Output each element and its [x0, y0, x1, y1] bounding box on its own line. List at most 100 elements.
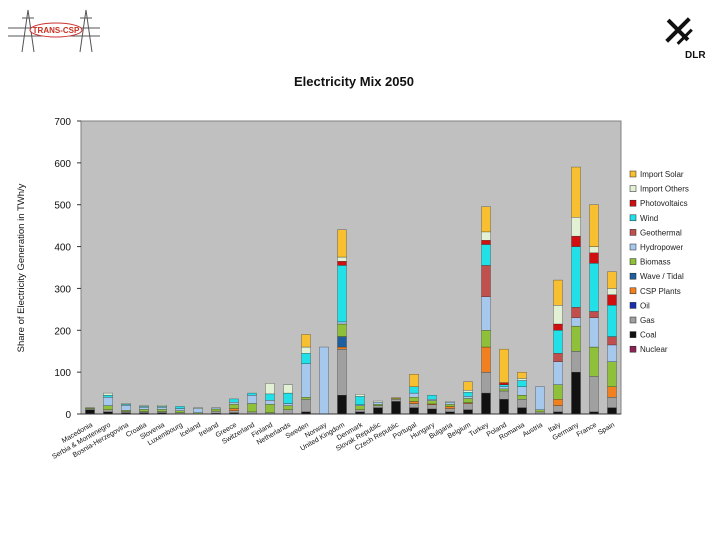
bar-segment-csp-plants [553, 399, 563, 406]
bar-segment-gas [553, 405, 563, 413]
bar-segment-import-others [355, 394, 365, 397]
bar-segment-wind [463, 392, 473, 397]
bar-segment-coal [337, 395, 347, 415]
bar-segment-biomass [247, 403, 257, 413]
y-tick-label: 200 [54, 326, 71, 337]
bar-segment-hydropower [121, 405, 131, 411]
bar-segment-biomass [283, 405, 293, 410]
bar-segment-gas [301, 399, 311, 413]
bar-segment-gas [427, 404, 437, 410]
bar-segment-import-solar [589, 204, 599, 247]
bar-segment-biomass [265, 404, 275, 413]
bar-segment-hydropower [337, 321, 347, 325]
bar-segment-hydropower [265, 400, 275, 405]
legend-swatch [629, 199, 637, 207]
bar-segment-import-solar [607, 271, 617, 289]
bar-segment-import-solar [481, 206, 491, 233]
y-axis-label: Share of Electricity Generation in TWh/y [16, 183, 27, 352]
bar-segment-import-others [517, 378, 527, 381]
bar-segment-import-solar [409, 374, 419, 387]
bar-segment-gas [139, 411, 149, 413]
bar-segment-hydropower [175, 408, 185, 411]
bar-segment-wind [283, 392, 293, 404]
x-tick-label: Spain [597, 422, 616, 437]
bar-segment-wind [103, 395, 113, 398]
legend-swatch [629, 345, 637, 353]
bar-segment-photovoltaics [607, 294, 617, 306]
bar-segment-gas [337, 348, 347, 396]
bar-segment-photovoltaics [571, 235, 581, 247]
bar-segment-hydropower [499, 386, 509, 390]
bar-segment-gas [121, 411, 131, 413]
bar-segment-csp-plants [481, 346, 491, 373]
bar-segment-wind [517, 380, 527, 387]
bar-segment-biomass [571, 325, 581, 352]
bar-segment-wind [265, 393, 275, 401]
bar-segment-gas [85, 408, 95, 410]
bar-segment-hydropower [535, 386, 545, 410]
bar-segment-hydropower [139, 407, 149, 410]
bar-segment-gas [157, 411, 167, 413]
bar-segment-geothermal [571, 307, 581, 318]
bar-segment-import-others [337, 256, 347, 262]
bar-segment-import-others [589, 246, 599, 253]
y-tick-label: 500 [54, 201, 71, 212]
dlr-logo: DLR [665, 17, 706, 61]
bar-segment-hydropower [571, 317, 581, 327]
bar-segment-import-solar [499, 348, 509, 383]
bar-segment-gas [355, 409, 365, 413]
bar-segment-import-solar [517, 371, 527, 379]
legend-swatch [629, 258, 637, 265]
bar-segment-photovoltaics [589, 252, 599, 264]
bar-segment-gas [499, 390, 509, 400]
bar-segment-wind [553, 330, 563, 354]
bar-segment-wind [229, 398, 239, 403]
legend-label: Import Solar [640, 170, 684, 179]
bar-segment-import-solar [391, 397, 401, 399]
bar-segment-geothermal [607, 336, 617, 346]
bar-segment-hydropower [445, 402, 455, 405]
bar-segment-gas [481, 371, 491, 394]
bar-segment-import-solar [571, 166, 581, 218]
bar-segment-biomass [85, 407, 95, 409]
bar-segment-biomass [607, 361, 617, 387]
legend-label: Photovoltaics [640, 199, 688, 208]
plot-area [80, 120, 622, 415]
bar-segment-wind [337, 265, 347, 323]
bar-segment-hydropower [301, 363, 311, 398]
bar-segment-biomass [337, 323, 347, 337]
bar-segment-photovoltaics [553, 323, 563, 331]
bar-segment-gas [391, 399, 401, 402]
bar-segment-coal [391, 401, 401, 415]
bar-segment-coal [607, 407, 617, 415]
bar-segment-import-others [193, 407, 203, 409]
y-tick-label: 400 [54, 243, 71, 254]
legend-swatch [629, 214, 637, 222]
bar-segment-import-solar [301, 334, 311, 348]
legend-swatch [629, 287, 637, 295]
bar-segment-import-others [481, 231, 491, 241]
bar-segment-coal [85, 409, 95, 415]
legend-label: Coal [640, 331, 657, 340]
bar-segment-hydropower [553, 361, 563, 385]
y-tick-label: 0 [65, 410, 71, 421]
bar-segment-import-others [463, 389, 473, 393]
bar-segment-biomass [121, 410, 131, 412]
bar-segment-csp-plants [607, 386, 617, 398]
x-tick-label: Austria [522, 422, 544, 439]
y-axis: 0 100 200 300 400 500 600 700 [54, 117, 81, 421]
bar-segment-import-solar [463, 381, 473, 391]
bar-segment-photovoltaics [481, 240, 491, 245]
bar-segment-import-others [301, 346, 311, 354]
bar-segment-import-others [283, 384, 293, 394]
bar-segment-wind [481, 244, 491, 266]
bar-segment-wind [571, 246, 581, 308]
y-tick-label: 100 [54, 368, 71, 379]
bar-segment-import-others [121, 403, 131, 405]
legend-label: Import Others [640, 185, 689, 194]
bar-segment-wind [355, 396, 365, 405]
bar-segment-wind [301, 353, 311, 364]
bar-segment-hydropower [607, 344, 617, 362]
